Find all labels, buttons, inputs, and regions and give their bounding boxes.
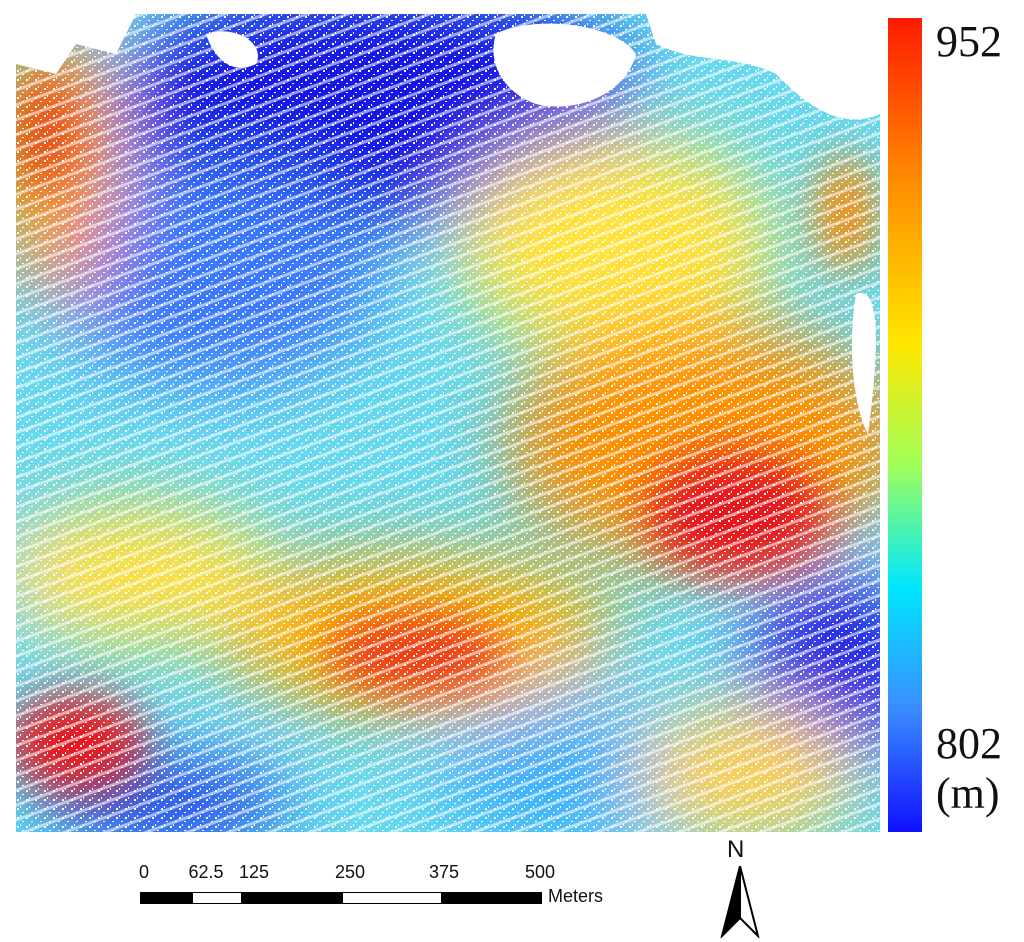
north-arrow-icon: [720, 866, 760, 938]
north-label: N: [727, 836, 745, 863]
scale-tick-label: 62.5: [188, 862, 224, 882]
legend-unit-label: (m): [936, 769, 1000, 818]
scale-bar: 0 62.5 125 250 375 500: [138, 862, 640, 904]
scale-tick-label: 0: [138, 862, 150, 882]
legend-max-label: 952: [936, 17, 1002, 66]
scale-segment: [242, 892, 342, 904]
elevation-legend-colorbar: [888, 18, 922, 832]
elevation-map: [16, 14, 880, 832]
scale-tick-label: 375: [428, 862, 460, 882]
scale-segment: [192, 892, 242, 904]
scale-unit-label: Meters: [548, 886, 604, 906]
map-nodata-area: [16, 14, 136, 74]
scale-tick-label: 500: [524, 862, 556, 882]
scale-segment: [442, 892, 542, 904]
scale-segment: [140, 892, 192, 904]
map-nodata-area: [646, 14, 880, 120]
north-arrow: N: [718, 836, 764, 940]
legend-min-label: 802: [936, 719, 1002, 768]
scale-tick-label: 125: [238, 862, 270, 882]
elevation-raster: [16, 14, 880, 832]
map-nodata-area: [206, 31, 258, 68]
scale-segment: [342, 892, 442, 904]
scale-tick-label: 250: [334, 862, 366, 882]
data-gaps: [16, 14, 880, 832]
map-nodata-area: [851, 292, 876, 434]
map-nodata-area: [493, 23, 636, 107]
